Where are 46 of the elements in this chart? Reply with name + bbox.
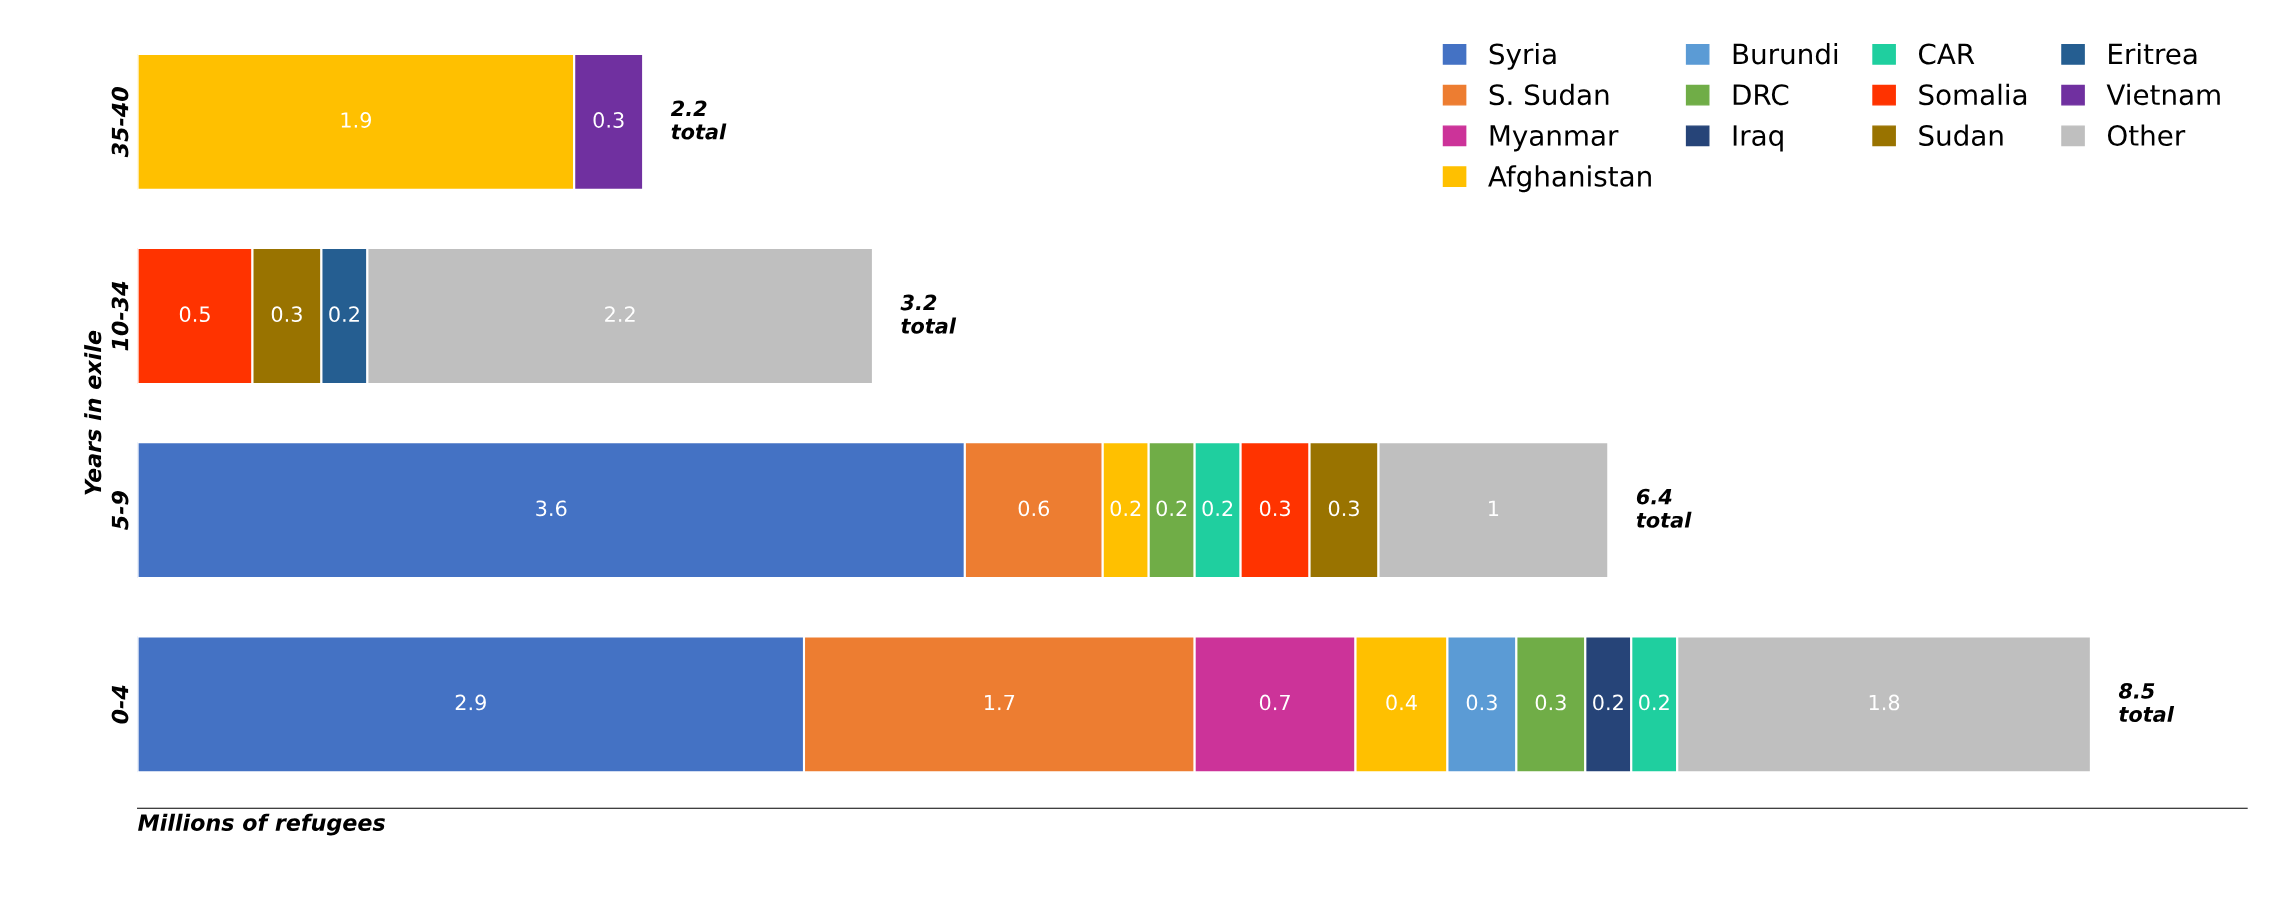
data-label: 0.3 [1328,500,1359,517]
data-label: 0.3 [1259,500,1290,517]
data-label: 0.2 [1593,694,1623,711]
data-label: 0.2 [1110,500,1141,517]
data-label: 0.3 [1466,694,1497,711]
total-label: 8.5 total [2118,682,2175,723]
y-tick-label: 5-9 [111,491,129,530]
legend-label: DRC [1733,84,1789,106]
data-label: 1.8 [1869,694,1900,711]
legend-label: Syria [1489,42,1556,70]
legend-label: Somalia [1919,83,2027,106]
y-axis-title: Years in exile [84,330,102,495]
legend-label: S. Sudan [1489,83,1609,106]
y-tick-label: 10-34 [111,281,129,351]
data-label: 0.6 [1018,500,1050,517]
data-label: 0.2 [329,306,359,323]
data-label: 2.2 [605,306,635,322]
total-label: 6.4 total [1636,488,1692,528]
data-label: 0.3 [271,306,302,323]
legend-label: Afghanistan [1488,165,1651,193]
y-tick-label: 0-4 [111,685,129,724]
data-label: 1.7 [985,694,1015,711]
data-label: 3.6 [536,500,567,517]
data-label: 0.7 [1259,694,1290,711]
legend-label: Burundi [1733,42,1838,65]
data-label: 1.9 [341,112,371,128]
data-label: 0.2 [1156,500,1187,517]
data-label: 1 [1489,500,1499,516]
y-tick-label: 35-40 [111,87,129,158]
data-label: 0.2 [1639,694,1669,711]
legend-label: Myanmar [1490,125,1619,152]
total-label: 3.2 total [900,294,957,334]
data-label: 0.3 [1535,694,1566,711]
data-label: 0.2 [1202,500,1233,517]
legend-label: Sudan [1919,124,2003,147]
legend-label: CAR [1918,43,1975,65]
legend-label: Other [2107,124,2186,147]
legend-label: Vietnam [2106,83,2220,106]
data-label: 0.4 [1386,694,1417,711]
data-label: 2.9 [455,694,486,711]
total-label: 2.2 total [670,100,727,140]
x-axis-title: Millions of refugees [138,813,385,836]
data-label: 0.3 [593,112,624,128]
data-label: 0.5 [179,306,210,323]
legend-label: Iraq [1733,125,1783,152]
legend-label: Eritrea [2109,42,2197,65]
